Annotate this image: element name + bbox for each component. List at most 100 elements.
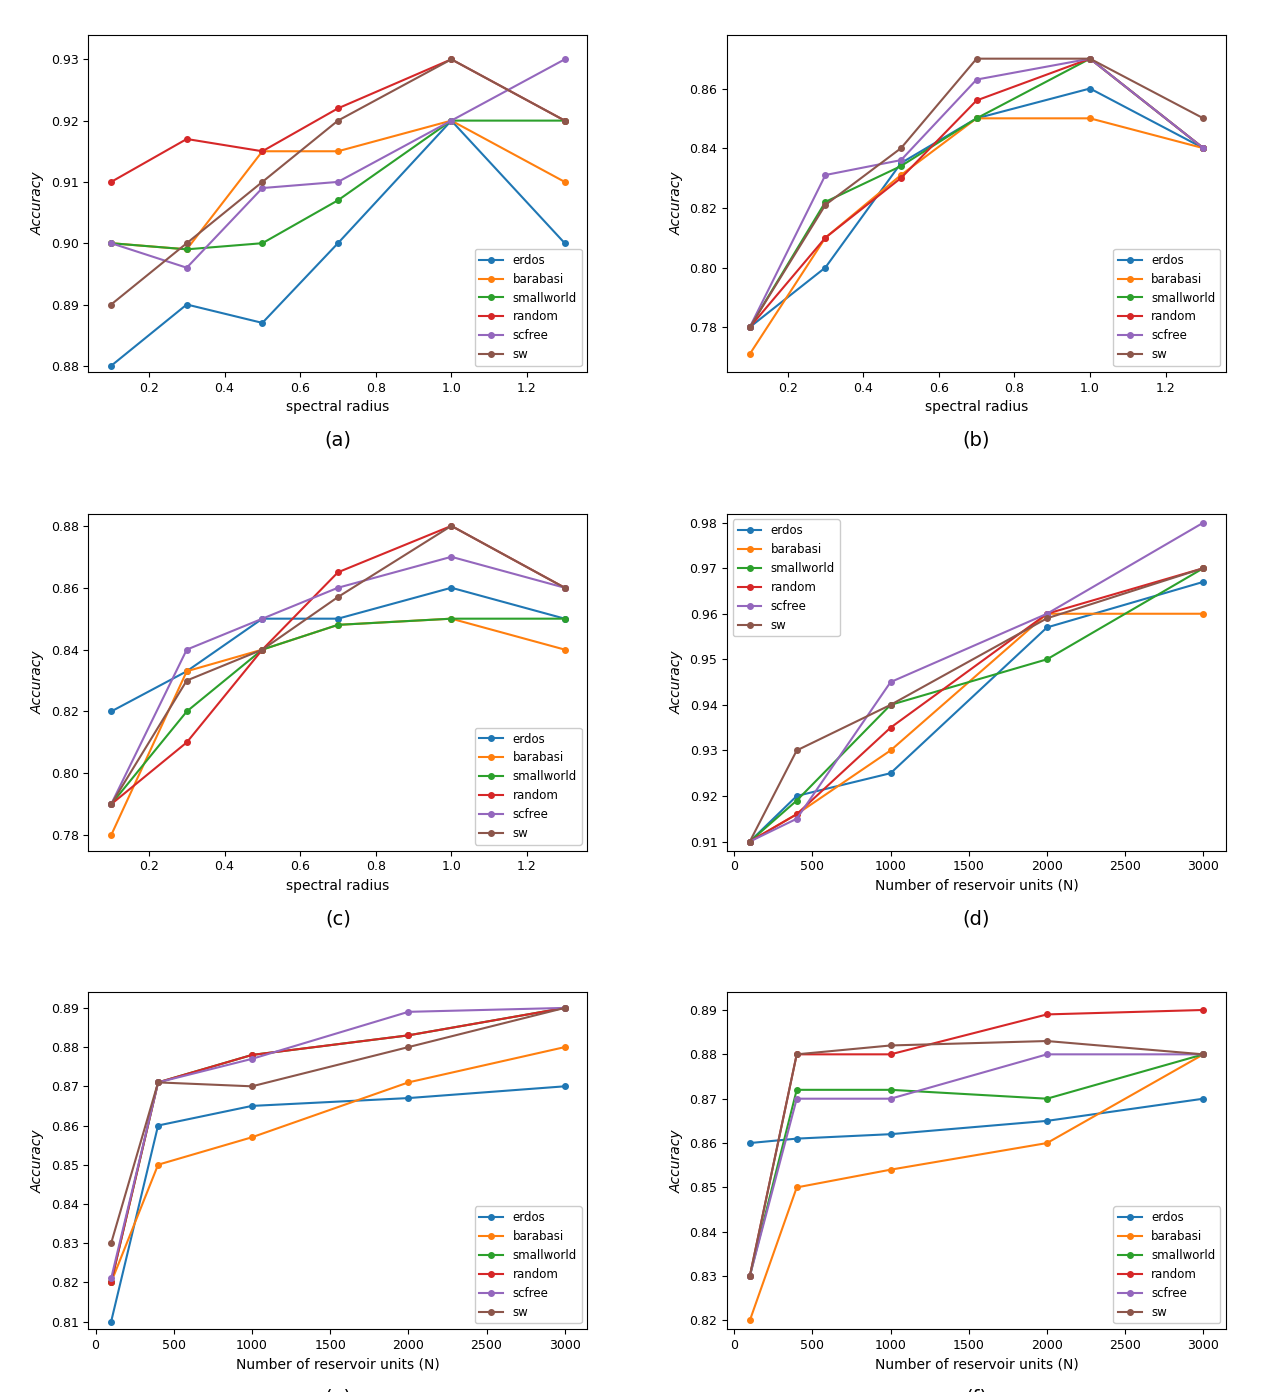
erdos <box>104 1313 119 1329</box>
sw <box>557 579 573 596</box>
scfree <box>742 1268 757 1285</box>
barabasi <box>179 663 195 679</box>
random <box>884 720 899 736</box>
barabasi <box>557 174 573 191</box>
Line: erdos: erdos <box>747 86 1206 330</box>
Line: smallworld: smallworld <box>747 56 1206 330</box>
sw <box>1196 110 1211 127</box>
barabasi <box>104 1274 119 1290</box>
erdos <box>1039 1112 1054 1129</box>
Line: erdos: erdos <box>109 585 568 714</box>
Line: scfree: scfree <box>109 57 568 270</box>
sw <box>330 113 345 129</box>
Line: scfree: scfree <box>109 1005 568 1281</box>
scfree <box>330 579 345 596</box>
scfree <box>1196 1045 1211 1062</box>
scfree <box>179 642 195 658</box>
erdos <box>179 296 195 313</box>
smallworld <box>742 834 757 851</box>
sw <box>1196 1045 1211 1062</box>
sw <box>884 696 899 713</box>
random <box>179 131 195 148</box>
barabasi <box>444 610 459 626</box>
sw <box>179 235 195 252</box>
erdos <box>444 579 459 596</box>
sw <box>444 518 459 535</box>
scfree <box>244 1051 259 1068</box>
smallworld <box>1196 560 1211 576</box>
scfree <box>884 674 899 690</box>
X-axis label: Number of reservoir units (N): Number of reservoir units (N) <box>236 1357 440 1371</box>
random <box>104 796 119 813</box>
Y-axis label: Accuracy: Accuracy <box>32 1129 46 1193</box>
random <box>969 92 985 109</box>
Text: (a): (a) <box>325 432 351 450</box>
barabasi <box>789 1179 804 1196</box>
smallworld <box>1196 1045 1211 1062</box>
Line: random: random <box>747 565 1206 845</box>
sw <box>330 589 345 606</box>
random <box>742 834 757 851</box>
smallworld <box>742 1268 757 1285</box>
sw <box>818 196 833 213</box>
Line: sw: sw <box>747 1038 1206 1279</box>
erdos <box>789 1130 804 1147</box>
scfree <box>330 174 345 191</box>
smallworld <box>255 235 270 252</box>
sw <box>1196 560 1211 576</box>
Line: scfree: scfree <box>747 56 1206 330</box>
smallworld <box>255 642 270 658</box>
smallworld <box>1039 651 1054 668</box>
barabasi <box>255 642 270 658</box>
sw <box>969 50 985 67</box>
erdos <box>330 235 345 252</box>
smallworld <box>742 319 757 335</box>
barabasi <box>742 834 757 851</box>
Line: random: random <box>109 57 568 185</box>
random <box>150 1075 166 1091</box>
random <box>557 579 573 596</box>
scfree <box>818 167 833 184</box>
Line: erdos: erdos <box>109 1083 568 1324</box>
scfree <box>884 1090 899 1107</box>
random <box>884 1045 899 1062</box>
Line: erdos: erdos <box>747 1096 1206 1146</box>
scfree <box>1039 606 1054 622</box>
random <box>330 100 345 117</box>
Line: smallworld: smallworld <box>747 1051 1206 1279</box>
sw <box>444 52 459 68</box>
Line: erdos: erdos <box>109 118 568 369</box>
barabasi <box>789 806 804 823</box>
scfree <box>789 1090 804 1107</box>
random <box>789 1045 804 1062</box>
scfree <box>255 610 270 626</box>
Text: (b): (b) <box>963 432 991 450</box>
barabasi <box>969 110 985 127</box>
smallworld <box>789 1082 804 1098</box>
smallworld <box>330 192 345 209</box>
smallworld <box>401 1027 416 1044</box>
sw <box>255 642 270 658</box>
erdos <box>1082 81 1097 97</box>
smallworld <box>557 610 573 626</box>
barabasi <box>401 1075 416 1091</box>
erdos <box>150 1118 166 1134</box>
Line: barabasi: barabasi <box>109 615 568 838</box>
Text: (d): (d) <box>963 909 991 928</box>
smallworld <box>104 235 119 252</box>
random <box>401 1027 416 1044</box>
random <box>1196 560 1211 576</box>
smallworld <box>444 610 459 626</box>
random <box>557 999 573 1016</box>
Legend: erdos, barabasi, smallworld, random, scfree, sw: erdos, barabasi, smallworld, random, scf… <box>1114 249 1220 366</box>
barabasi <box>255 143 270 160</box>
barabasi <box>1039 1134 1054 1151</box>
barabasi <box>1196 139 1211 156</box>
barabasi <box>742 345 757 362</box>
Line: scfree: scfree <box>747 519 1206 845</box>
erdos <box>1039 619 1054 636</box>
erdos <box>1196 139 1211 156</box>
erdos <box>104 703 119 720</box>
erdos <box>742 1134 757 1151</box>
scfree <box>104 235 119 252</box>
